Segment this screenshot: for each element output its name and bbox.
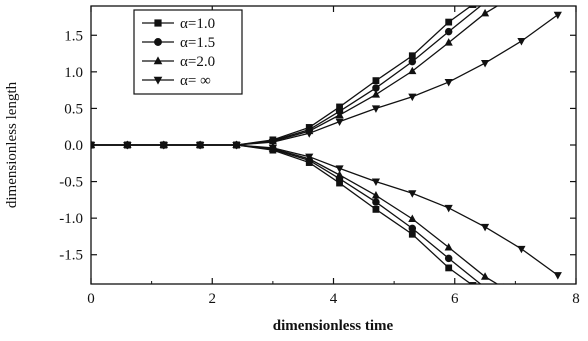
series-line — [91, 144, 499, 284]
data-point — [371, 105, 381, 113]
x-tick-label: 0 — [87, 291, 95, 307]
data-point — [408, 52, 416, 60]
legend-label: α=2.0 — [180, 54, 215, 70]
data-point — [305, 130, 314, 138]
data-point — [408, 66, 417, 75]
x-tick-label: 4 — [330, 291, 338, 307]
data-point — [444, 243, 453, 251]
data-point — [484, 6, 486, 7]
data-point — [232, 141, 241, 150]
data-point — [335, 170, 344, 179]
data-point — [444, 254, 453, 263]
legend-label: α=1.0 — [180, 16, 215, 32]
data-point — [268, 139, 277, 147]
data-point — [469, 6, 477, 8]
data-point — [336, 179, 343, 187]
x-tick-label: 8 — [572, 291, 580, 307]
data-point — [480, 272, 490, 280]
legend-label: α= ∞ — [180, 73, 211, 89]
y-tick-label: -0.5 — [59, 175, 83, 191]
data-point — [480, 8, 490, 17]
data-point — [553, 11, 562, 20]
x-tick-label: 6 — [451, 291, 459, 307]
series-triangle-down — [91, 11, 562, 280]
data-point — [444, 27, 453, 36]
series-line — [91, 144, 559, 276]
data-point — [159, 141, 168, 150]
data-point — [196, 141, 205, 150]
x-tick-label: 2 — [209, 291, 217, 307]
y-tick-label: 1.5 — [64, 28, 83, 44]
data-point — [335, 110, 344, 119]
y-axis-title: dimensionless length — [4, 81, 20, 208]
series-line — [91, 144, 473, 284]
legend-marker — [153, 76, 163, 85]
data-point — [91, 141, 96, 150]
data-point — [372, 205, 380, 213]
data-point — [371, 178, 381, 186]
legend-marker — [153, 56, 163, 65]
data-point — [336, 103, 343, 111]
data-point — [480, 60, 490, 68]
legend: α=1.0 α=1.5 α=2.0 α= ∞ — [133, 9, 243, 95]
data-point — [408, 230, 416, 238]
data-point — [517, 245, 526, 254]
y-tick-label: 1.0 — [64, 65, 83, 81]
data-point — [335, 165, 344, 173]
data-point — [268, 144, 277, 153]
data-point — [408, 190, 417, 198]
data-point — [499, 0, 507, 5]
y-tick-label: 0.5 — [64, 101, 83, 117]
data-point — [408, 214, 417, 222]
data-point — [372, 198, 380, 206]
legend-label: α=1.5 — [180, 35, 215, 51]
series-layer — [91, 0, 562, 284]
data-point — [305, 153, 314, 162]
data-point — [484, 283, 486, 284]
data-point — [517, 38, 526, 46]
y-tick-label: 0.0 — [64, 138, 83, 154]
y-tick-label: -1.5 — [59, 248, 83, 264]
data-point — [335, 118, 344, 127]
data-point — [408, 57, 417, 66]
data-point — [371, 90, 381, 98]
data-point — [372, 84, 380, 92]
data-point — [444, 204, 453, 213]
data-point — [444, 79, 453, 87]
axis-layer: 0 2 4 6 8 -1.5 -1.0 -0.5 0.0 0.5 1.0 1.5 — [59, 6, 580, 307]
legend-marker — [154, 19, 162, 27]
legend-marker — [154, 38, 162, 46]
data-point — [553, 272, 562, 280]
data-point — [408, 224, 417, 233]
data-point — [469, 282, 477, 284]
data-point — [445, 18, 453, 26]
data-point — [480, 223, 490, 232]
data-point — [408, 93, 417, 102]
y-tick-label: -1.0 — [59, 211, 83, 227]
data-point — [444, 38, 453, 46]
x-axis-title: dimensionless time — [273, 318, 394, 334]
data-point — [371, 191, 381, 199]
data-point — [123, 141, 132, 150]
series-line — [91, 144, 482, 284]
data-point — [445, 264, 453, 272]
data-point — [372, 77, 380, 85]
